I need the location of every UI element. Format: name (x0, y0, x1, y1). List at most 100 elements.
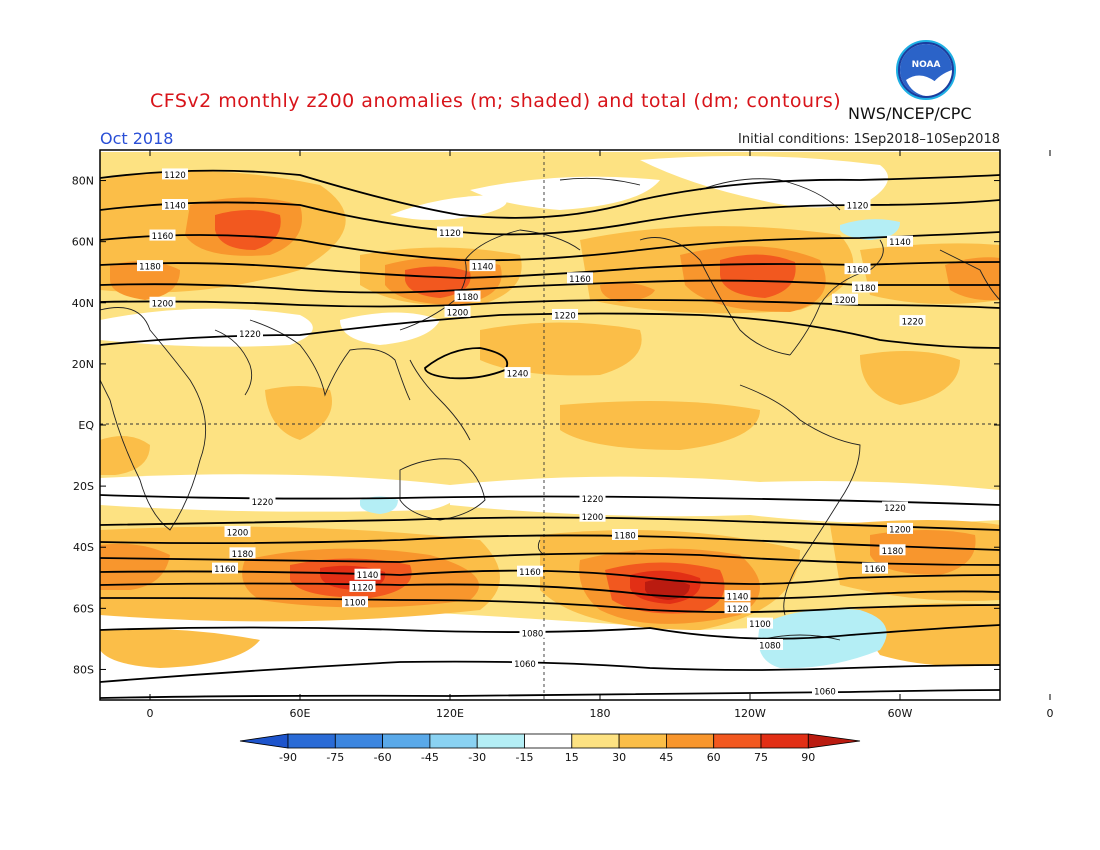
contour-label: 1160 (569, 275, 591, 285)
lat-label: EQ (78, 419, 94, 432)
colorbar-label: -90 (279, 751, 297, 764)
contour-label-box (469, 260, 496, 272)
contour-label-box (212, 562, 238, 574)
contour-label-box (579, 510, 606, 522)
lat-label: 20S (73, 480, 94, 493)
initial-conditions: Initial conditions: 1Sep2018–10Sep2018 (738, 132, 1000, 147)
map-title: CFSv2 monthly z200 anomalies (m; shaded)… (150, 90, 842, 112)
contour-label: 1160 (864, 565, 886, 575)
contour-label: 1220 (554, 312, 576, 322)
lon-label: 120E (436, 707, 464, 720)
contour-label-box (852, 281, 878, 293)
colorbar-label: -60 (374, 751, 392, 764)
contour-label-box (137, 260, 163, 272)
colorbar-min-arrow (239, 733, 289, 749)
contour-label: 1200 (582, 513, 604, 523)
contour-label: 1120 (439, 229, 461, 239)
contour-label-box (724, 602, 751, 614)
contour-label-box (887, 235, 913, 247)
contour-label: 1060 (814, 687, 836, 697)
lat-label: 40N (72, 297, 94, 310)
colorbar-swatch (524, 733, 573, 749)
contour-label: 1180 (854, 284, 876, 294)
contour-label-box (757, 639, 783, 650)
colorbar-label: -30 (468, 751, 486, 764)
colorbar-label: -45 (421, 751, 439, 764)
contour-label: 1220 (884, 504, 906, 514)
contour-label-box (149, 296, 176, 308)
contour-label: 1180 (457, 293, 479, 303)
valid-month: Oct 2018 (100, 129, 174, 148)
colorbar-swatch (666, 733, 715, 749)
contour-labels: 1120 1140 1160 1180 1200 1220 1120 1140 1180 1200… (137, 168, 926, 697)
contour-label-box (149, 229, 176, 241)
contour-label: 1120 (164, 171, 186, 181)
contour-label: 1180 (139, 263, 161, 273)
colorbar-label: 45 (659, 751, 673, 764)
contour-label: 1140 (889, 238, 911, 248)
contour-label-box (899, 315, 926, 327)
contour-label-box (249, 495, 276, 507)
contour-label-box (612, 529, 638, 540)
contour-label: 1220 (252, 498, 274, 508)
lat-label: 60N (72, 236, 94, 249)
contour-label: 1160 (519, 568, 541, 578)
colorbar-swatch (429, 733, 478, 749)
colorbar-swatch (334, 733, 383, 749)
contour-label: 1100 (344, 599, 366, 609)
contour-label-box (517, 565, 543, 577)
contour-label-box (747, 617, 773, 629)
contour-label: 1100 (749, 620, 771, 630)
contour-label: 1200 (227, 528, 249, 538)
contour-label-box (162, 199, 188, 210)
contour-label: 1200 (834, 296, 856, 306)
colorbar-label: -75 (326, 751, 344, 764)
contour-label: 1220 (902, 318, 924, 328)
colorbar-label: 30 (612, 751, 626, 764)
lon-label: 0 (1047, 707, 1054, 720)
logo-text: NOAA (912, 60, 941, 70)
colorbar-max-arrow (807, 733, 861, 749)
contour-label: 1180 (614, 532, 636, 542)
contour-label: 1220 (582, 495, 604, 505)
contour-label-box (832, 293, 858, 305)
contour-label-box (504, 367, 531, 379)
contour-label-box (224, 525, 251, 537)
negative-anomaly-regions (360, 219, 900, 669)
lat-label: 40S (73, 541, 94, 554)
lon-label: 60W (888, 707, 913, 720)
colorbar-label: 75 (754, 751, 768, 764)
lat-label: 20N (72, 358, 94, 371)
contour-label-box (552, 309, 578, 320)
contour-label: 1080 (759, 642, 781, 652)
contour-label-box (237, 327, 263, 339)
contour-label-box (454, 290, 481, 302)
contour-label: 1160 (214, 565, 236, 575)
lat-label: 80S (73, 663, 94, 676)
contour-label-box (862, 562, 888, 574)
contour-label: 1120 (727, 605, 749, 615)
contour-label-box (887, 522, 913, 534)
contour-label: 1120 (352, 583, 374, 593)
contour-label: 1180 (882, 547, 904, 557)
contour-label: 1060 (514, 660, 536, 670)
contour-label-box (882, 501, 908, 513)
colorbar-label: 60 (707, 751, 721, 764)
colorbar-swatch (618, 733, 667, 749)
organization-label: NWS/NCEP/CPC (848, 104, 972, 123)
colorbar-label: -15 (516, 751, 534, 764)
contour-label-box (844, 263, 871, 275)
contour-label: 1200 (447, 308, 469, 318)
contour-label-box (579, 492, 606, 504)
contour-label: 1120 (847, 202, 869, 212)
lon-label: 0 (147, 707, 154, 720)
contour-label-box (879, 544, 906, 556)
contour-label-box (354, 568, 381, 580)
lon-label: 60E (290, 707, 311, 720)
colorbar-swatch (476, 733, 525, 749)
contour-label-box (519, 626, 546, 638)
contour-label: 1200 (152, 299, 174, 309)
contour-label-box (444, 305, 471, 317)
latitude-labels: 80N 60N 40N 20N EQ 20S 40S 60S 80S (72, 175, 95, 677)
contour-label: 1240 (507, 370, 529, 380)
